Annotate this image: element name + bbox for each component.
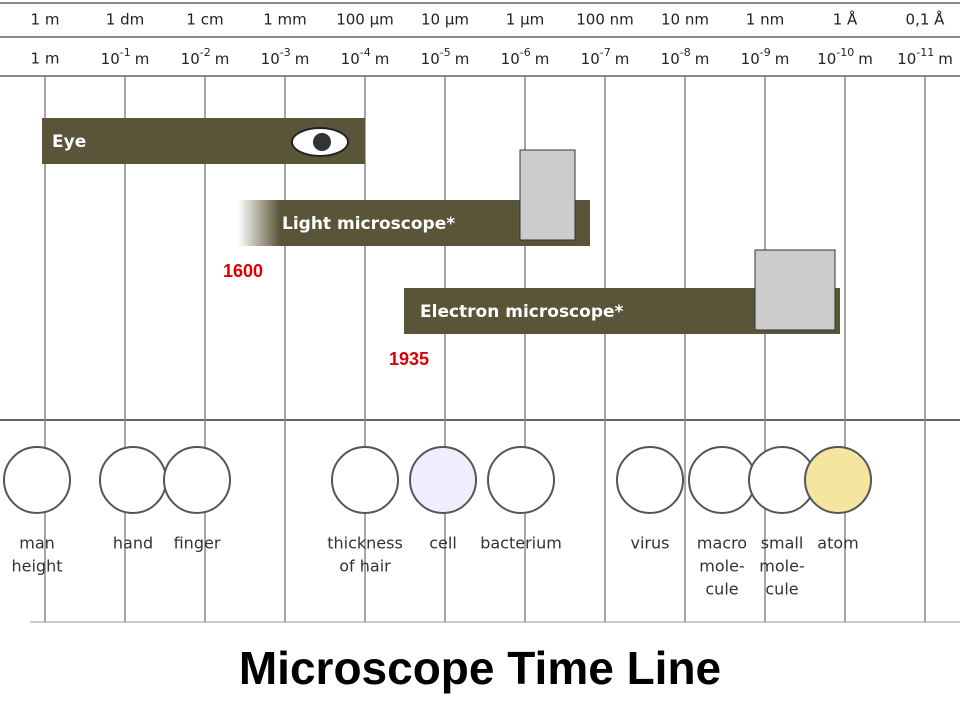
power-exp: -8 [680,46,691,59]
object-label: hand [113,534,153,553]
power-base: 10 [897,50,916,68]
object-label: atom [817,534,858,553]
power-base: 10 [741,50,760,68]
unit-label: 1 Å [833,10,858,29]
power-base: 10 [581,50,600,68]
range-label: Electron microscope* [420,302,624,322]
object-icon [163,446,231,514]
power-label: 10-8 m [661,46,710,68]
power-label: 1 m [31,50,60,68]
object-label: mole- [759,557,804,576]
power-exp: -3 [280,46,291,59]
range-year: 1600 [223,261,263,281]
power-base: 10 [661,50,680,68]
range-year: 1935 [389,349,429,369]
object-label: height [12,557,63,576]
power-exp: -9 [760,46,771,59]
object-icon [804,446,872,514]
power-label: 10-4 m [341,46,390,68]
power-label: 10-3 m [261,46,310,68]
object-label: thickness [327,534,403,553]
power-label: 10-7 m [581,46,630,68]
object-label: of hair [339,557,391,576]
power-base: 10 [341,50,360,68]
unit-label: 0,1 Å [906,10,946,29]
object-icon [487,446,555,514]
object-label: cule [765,580,798,599]
range-label: Light microscope* [282,214,455,234]
unit-label: 1 µm [506,11,544,29]
power-label: 10-5 m [421,46,470,68]
power-label: 10-2 m [181,46,230,68]
power-exp: -7 [600,46,611,59]
power-label: 10-6 m [501,46,550,68]
object-label: cule [705,580,738,599]
power-exp: -5 [440,46,451,59]
power-base: 10 [817,50,836,68]
object-label: finger [174,534,221,553]
unit-label: 10 nm [661,11,709,29]
power-base: 10 [181,50,200,68]
power-unit: m [858,50,873,68]
power-unit: m [215,50,230,68]
power-base: 10 [101,50,120,68]
object-label: small [761,534,804,553]
microscope-icon [519,149,576,241]
power-label: 10-9 m [741,46,790,68]
power-unit: m [375,50,390,68]
unit-label: 1 m [31,11,60,29]
power-base: 10 [421,50,440,68]
object-icon [688,446,756,514]
power-exp: -4 [360,46,371,59]
power-unit: m [615,50,630,68]
power-base: 10 [261,50,280,68]
object-icon [616,446,684,514]
object-label: cell [429,534,457,553]
power-unit: m [938,50,953,68]
range-label: Eye [52,132,86,152]
eye-icon [313,133,331,151]
object-icon [409,446,477,514]
object-icon [331,446,399,514]
power-exp: -10 [836,46,854,59]
power-exp: -6 [520,46,531,59]
unit-label: 10 µm [421,11,469,29]
object-label: bacterium [480,534,562,553]
power-unit: m [455,50,470,68]
unit-label: 100 µm [336,11,394,29]
unit-label: 1 mm [263,11,307,29]
power-label: 10-1 m [101,46,150,68]
object-label: macro [697,534,747,553]
unit-label: 100 nm [576,11,634,29]
microscope-icon [754,249,836,331]
power-unit: m [695,50,710,68]
object-label: virus [631,534,670,553]
title: Microscope Time Line [239,642,721,694]
object-label: mole- [699,557,744,576]
unit-label: 1 dm [106,11,144,29]
power-base: 10 [501,50,520,68]
power-label: 10-10 m [817,46,873,68]
unit-label: 1 nm [746,11,784,29]
power-unit: m [535,50,550,68]
object-label: man [19,534,55,553]
power-exp: -2 [200,46,211,59]
power-exp: -11 [916,46,934,59]
power-unit: m [775,50,790,68]
power-label: 10-11 m [897,46,953,68]
object-icon [3,446,71,514]
object-icon [99,446,167,514]
power-unit: m [295,50,310,68]
unit-label: 1 cm [186,11,223,29]
power-exp: -1 [120,46,131,59]
power-unit: m [135,50,150,68]
